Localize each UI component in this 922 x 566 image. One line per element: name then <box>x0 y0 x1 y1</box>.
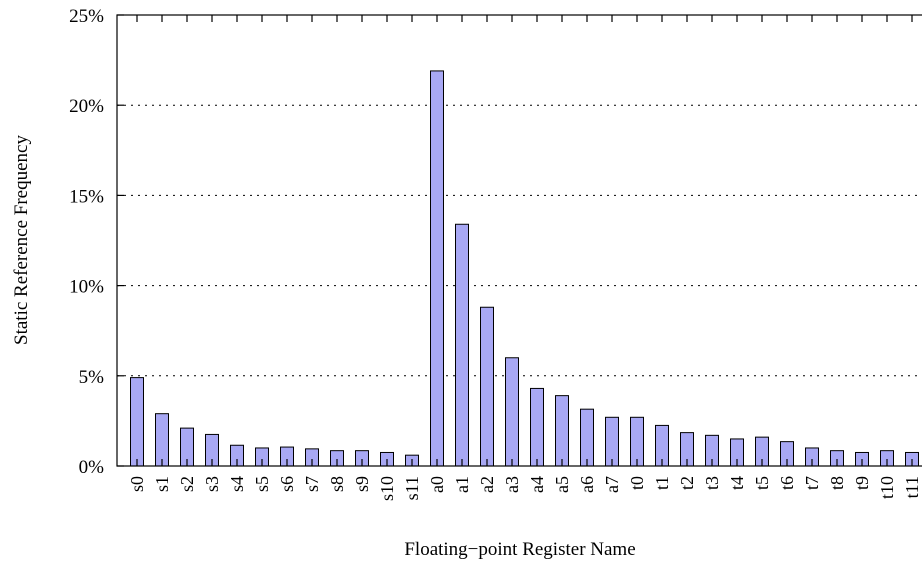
bar-s0 <box>130 377 144 467</box>
x-tick-labels: s0 s1 s2 s3 s4 s5 s6 s7 s8 s9 s10 s11 a0 a1 a2 a3 a4 a5 a6… <box>127 476 922 501</box>
x-tick-label: t7 <box>802 476 822 490</box>
bar-a3 <box>505 357 519 467</box>
y-tick-labels: 0% 5% 10% 15% 20% 25% <box>69 6 104 478</box>
x-tick-label: s11 <box>402 476 422 500</box>
x-tick-label: t8 <box>827 476 847 490</box>
bar-a5 <box>555 395 569 467</box>
plot-frame <box>116 14 922 467</box>
bar-a1 <box>455 223 469 467</box>
y-tick-label: 20% <box>69 96 104 117</box>
x-tick-label: a4 <box>527 476 547 493</box>
x-tick-label: t9 <box>852 476 872 490</box>
x-tick-label: s5 <box>252 476 272 492</box>
x-tick-label: s2 <box>177 476 197 492</box>
x-axis-title: Floating−point Register Name <box>404 539 635 560</box>
y-axis-title: Static Reference Frequency <box>11 135 32 345</box>
x-tick-label: t11 <box>902 476 922 498</box>
bar-a2 <box>480 306 494 467</box>
bars <box>130 70 919 467</box>
x-tick-label: s8 <box>327 476 347 492</box>
x-tick-label: a6 <box>577 476 597 493</box>
x-tick-label: t5 <box>752 476 772 490</box>
gridlines <box>117 104 922 377</box>
x-tick-label: t6 <box>777 476 797 490</box>
x-tick-label: s3 <box>202 476 222 492</box>
y-tick-label: 0% <box>79 457 105 478</box>
bar-s1 <box>155 413 169 467</box>
x-tick-label: s10 <box>377 476 397 501</box>
bar-a0 <box>430 70 444 467</box>
x-tick-label: t10 <box>877 476 897 499</box>
x-tick-label: t0 <box>627 476 647 490</box>
x-tick-label: t2 <box>677 476 697 490</box>
x-tick-label: a2 <box>477 476 497 493</box>
x-tick-label: s6 <box>277 476 297 492</box>
bar-a6 <box>580 408 594 467</box>
x-tick-label: s4 <box>227 476 247 492</box>
bar-a7 <box>605 416 619 467</box>
y-tick-label: 5% <box>79 367 105 388</box>
bar-a4 <box>530 387 544 467</box>
y-tick-label: 25% <box>69 6 104 27</box>
x-tick-label: s0 <box>127 476 147 492</box>
x-tick-label: t4 <box>727 476 747 490</box>
x-tick-label: a7 <box>602 476 622 493</box>
x-tick-label: a5 <box>552 476 572 493</box>
x-tick-label: t1 <box>652 476 672 490</box>
x-tick-label: a3 <box>502 476 522 493</box>
x-tick-label: t3 <box>702 476 722 490</box>
x-tick-label: s9 <box>352 476 372 492</box>
y-tick-label: 10% <box>69 277 104 298</box>
x-tick-label: a0 <box>427 476 447 493</box>
x-tick-label: a1 <box>452 476 472 493</box>
y-tick-label: 15% <box>69 186 104 207</box>
ticks <box>117 14 913 467</box>
x-tick-label: s7 <box>302 476 322 492</box>
x-tick-label: s1 <box>152 476 172 492</box>
bar-t0 <box>630 416 644 467</box>
